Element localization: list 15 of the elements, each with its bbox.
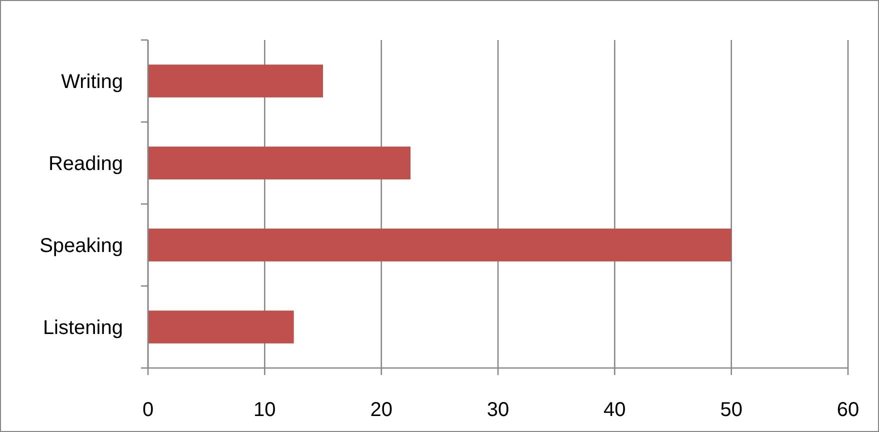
bar <box>148 228 732 262</box>
x-tick-label: 50 <box>720 399 742 421</box>
x-tick-label: 0 <box>142 399 154 421</box>
y-tick-label: Reading <box>48 153 123 175</box>
y-tick-label: Speaking <box>40 235 123 257</box>
bar <box>148 146 410 180</box>
x-tick-label: 60 <box>836 399 860 421</box>
x-tick-label: 10 <box>254 399 276 421</box>
bar <box>148 64 323 98</box>
x-tick-label: 40 <box>604 399 626 421</box>
x-tick-label: 30 <box>486 399 510 421</box>
y-tick-label: Writing <box>61 71 123 93</box>
bar <box>148 310 294 344</box>
y-tick-label: Listening <box>42 317 123 339</box>
x-tick-label: 20 <box>370 399 392 421</box>
